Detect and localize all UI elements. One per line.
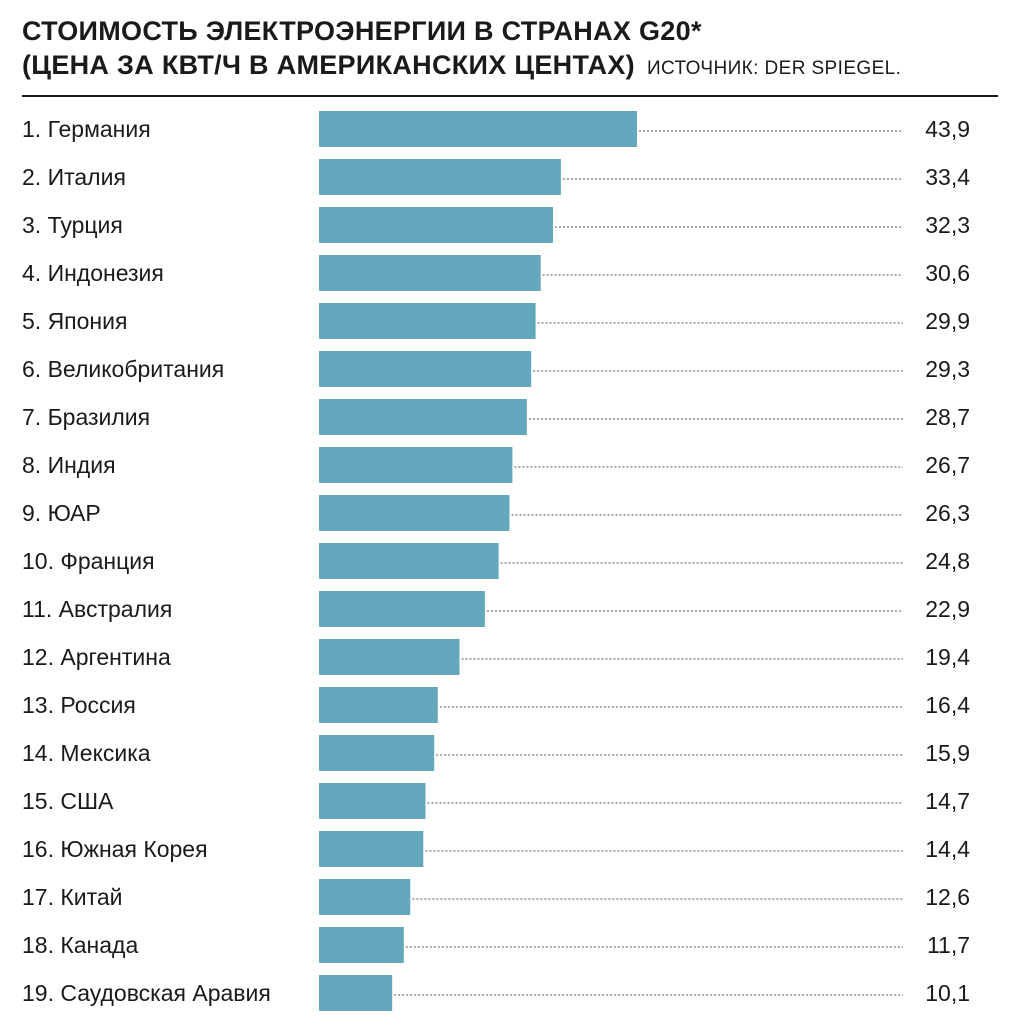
bar — [319, 399, 527, 435]
category-label: 14. Мексика — [22, 740, 151, 766]
bar — [319, 879, 411, 915]
value-label: 14,4 — [925, 836, 970, 862]
bar — [319, 927, 404, 963]
value-label: 11,7 — [927, 932, 970, 958]
bar — [319, 207, 553, 243]
bar-row: 17. Китай 12,6 — [22, 879, 970, 915]
chart-title-line-1: СТОИМОСТЬ ЭЛЕКТРОЭНЕРГИИ В СТРАНАХ G20* — [22, 16, 702, 46]
category-label: 9. ЮАР — [22, 500, 101, 526]
category-label: 19. Саудовская Аравия — [22, 980, 271, 1006]
bar-row: 19. Саудовская Аравия 10,1 — [22, 975, 970, 1011]
bar — [319, 255, 541, 291]
chart-title-line-2: (ЦЕНА ЗА КВТ/Ч В АМЕРИКАНСКИХ ЦЕНТАХ) ИСТ… — [22, 48, 1002, 86]
value-label: 28,7 — [925, 404, 970, 430]
category-label: 2. Италия — [22, 164, 126, 190]
category-label: 7. Бразилия — [22, 404, 150, 430]
bar-row: 5. Япония 29,9 — [22, 303, 970, 339]
chart-header: СТОИМОСТЬ ЭЛЕКТРОЭНЕРГИИ В СТРАНАХ G20* … — [22, 14, 1002, 86]
bar-row: 7. Бразилия 28,7 — [22, 399, 970, 435]
bar-row: 2. Италия 33,4 — [22, 159, 970, 195]
value-label: 15,9 — [925, 740, 970, 766]
value-label: 29,9 — [925, 308, 970, 334]
value-label: 32,3 — [925, 212, 970, 238]
category-label: 4. Индонезия — [22, 260, 164, 286]
bar — [319, 447, 513, 483]
bar-row: 18. Канада 11,7 — [22, 927, 970, 963]
value-label: 19,4 — [925, 644, 970, 670]
bar — [319, 111, 637, 147]
category-label: 16. Южная Корея — [22, 836, 208, 862]
value-label: 26,7 — [925, 452, 970, 478]
header-divider — [22, 95, 998, 97]
bar — [319, 975, 393, 1011]
category-label: 18. Канада — [22, 932, 138, 958]
bar-row: 12. Аргентина 19,4 — [22, 639, 970, 675]
bar-row: 13. Россия 16,4 — [22, 687, 970, 723]
bar-row: 15. США 14,7 — [22, 783, 970, 819]
category-label: 8. Индия — [22, 452, 116, 478]
bar-row: 10. Франция 24,8 — [22, 543, 970, 579]
value-label: 16,4 — [925, 692, 970, 718]
value-label: 30,6 — [925, 260, 970, 286]
category-label: 3. Турция — [22, 212, 123, 238]
bar — [319, 495, 510, 531]
value-label: 33,4 — [925, 164, 970, 190]
bar — [319, 831, 424, 867]
chart-subtitle: (ЦЕНА ЗА КВТ/Ч В АМЕРИКАНСКИХ ЦЕНТАХ) — [22, 50, 635, 80]
bar-row: 3. Турция 32,3 — [22, 207, 970, 243]
value-label: 29,3 — [925, 356, 970, 382]
bar — [319, 543, 499, 579]
value-label: 12,6 — [925, 884, 970, 910]
bar — [319, 303, 536, 339]
value-label: 10,1 — [925, 980, 970, 1006]
category-label: 5. Япония — [22, 308, 127, 334]
bar-row: 11. Австралия 22,9 — [22, 591, 970, 627]
category-label: 12. Аргентина — [22, 644, 171, 670]
bar-row: 1. Германия 43,9 — [22, 111, 970, 147]
bar — [319, 639, 460, 675]
bar-row: 16. Южная Корея 14,4 — [22, 831, 970, 867]
value-label: 14,7 — [925, 788, 970, 814]
category-label: 6. Великобритания — [22, 356, 224, 382]
bar-row: 9. ЮАР 26,3 — [22, 495, 970, 531]
category-label: 1. Германия — [22, 116, 151, 142]
bar-row: 4. Индонезия 30,6 — [22, 255, 970, 291]
bar — [319, 591, 485, 627]
value-label: 43,9 — [925, 116, 970, 142]
category-label: 17. Китай — [22, 884, 123, 910]
source-note: ИСТОЧНИК: DER SPIEGEL. — [646, 58, 902, 79]
bar — [319, 159, 561, 195]
bar-row: 8. Индия 26,7 — [22, 447, 970, 483]
bar — [319, 783, 426, 819]
category-label: 15. США — [22, 788, 114, 814]
bar — [319, 687, 438, 723]
bar-row: 14. Мексика 15,9 — [22, 735, 970, 771]
bar-row: 6. Великобритания 29,3 — [22, 351, 970, 387]
value-label: 22,9 — [925, 596, 970, 622]
category-label: 11. Австралия — [22, 596, 172, 622]
value-label: 24,8 — [925, 548, 970, 574]
bar — [319, 735, 435, 771]
value-label: 26,3 — [925, 500, 970, 526]
category-label: 10. Франция — [22, 548, 155, 574]
category-label: 13. Россия — [22, 692, 136, 718]
bar — [319, 351, 532, 387]
